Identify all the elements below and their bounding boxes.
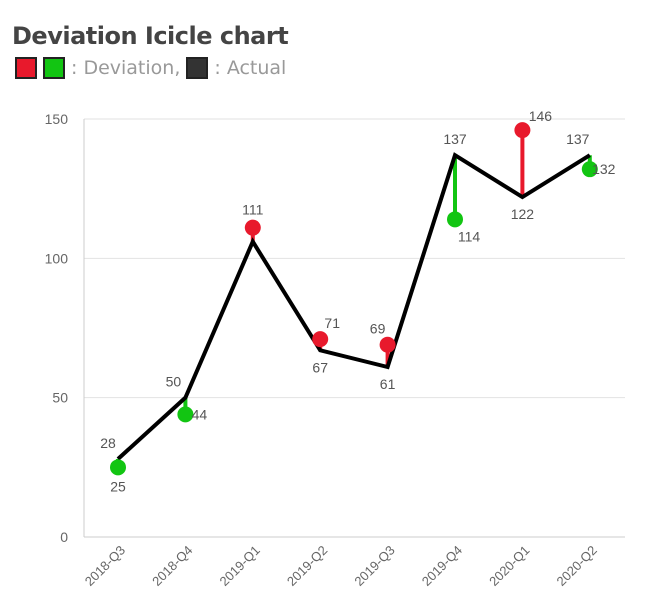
deviation-label: 114 <box>458 228 481 244</box>
deviation-point <box>110 459 126 476</box>
x-tick-label: 2020-Q2 <box>554 543 600 589</box>
x-tick-label: 2019-Q3 <box>351 543 397 589</box>
deviation-label: 69 <box>370 321 386 337</box>
deviation-point <box>514 122 531 139</box>
deviation-label: 44 <box>192 406 208 422</box>
legend-swatch-actual <box>186 57 209 79</box>
deviation-point <box>312 331 329 348</box>
deviation-label: 111 <box>242 202 263 218</box>
legend-swatch-below <box>43 57 65 79</box>
y-tick-label: 50 <box>52 390 68 406</box>
deviation-label: 25 <box>110 478 126 494</box>
y-tick-label: 150 <box>45 111 69 127</box>
deviation-label: 132 <box>592 161 616 177</box>
actual-label: 61 <box>380 376 396 392</box>
deviation-label: 71 <box>324 315 340 331</box>
deviation-label: 146 <box>529 108 553 124</box>
chart-title: Deviation Icicle chart <box>12 22 289 50</box>
deviation-point <box>379 336 396 353</box>
y-tick-label: 0 <box>60 529 68 545</box>
actual-label: 137 <box>566 131 590 147</box>
legend: : Deviation, : Actual <box>15 57 286 79</box>
actual-label: 50 <box>166 374 182 390</box>
actual-label: 122 <box>511 206 535 222</box>
actual-line <box>116 152 591 461</box>
deviation-point <box>447 211 463 228</box>
x-tick-label: 2019-Q1 <box>217 543 263 589</box>
x-tick-label: 2019-Q2 <box>284 543 330 589</box>
x-tick-label: 2020-Q1 <box>486 543 532 589</box>
deviation-point <box>177 406 194 423</box>
actual-label: 28 <box>100 435 116 451</box>
y-tick-label: 100 <box>45 250 69 266</box>
actual-label: 137 <box>443 131 467 147</box>
deviation-point <box>244 219 261 236</box>
legend-swatch-above <box>15 57 37 79</box>
x-tick-label: 2018-Q4 <box>149 543 195 589</box>
deviation-point <box>581 161 598 178</box>
x-tick-label: 2019-Q4 <box>419 543 465 589</box>
x-tick-label: 2018-Q3 <box>82 543 128 589</box>
legend-deviation-label: : Deviation, <box>71 57 181 79</box>
legend-actual-label: : Actual <box>214 57 287 79</box>
actual-label: 67 <box>312 359 328 375</box>
